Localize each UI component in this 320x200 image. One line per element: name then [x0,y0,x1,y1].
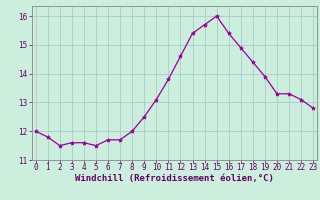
X-axis label: Windchill (Refroidissement éolien,°C): Windchill (Refroidissement éolien,°C) [75,174,274,183]
